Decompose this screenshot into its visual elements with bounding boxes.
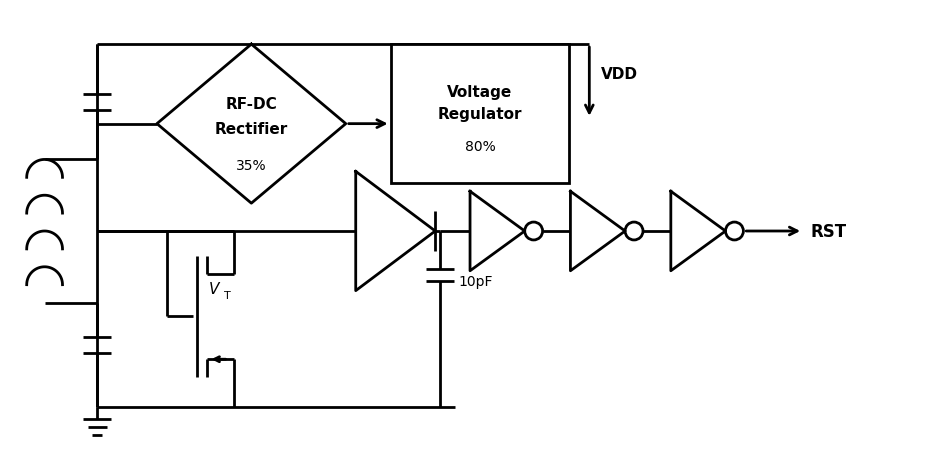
Text: 80%: 80% bbox=[465, 139, 495, 153]
Text: Regulator: Regulator bbox=[438, 107, 523, 122]
Text: 10pF: 10pF bbox=[458, 274, 492, 288]
Text: 35%: 35% bbox=[236, 159, 267, 173]
Bar bbox=[390, 45, 569, 184]
Text: VDD: VDD bbox=[602, 67, 638, 82]
Text: RST: RST bbox=[811, 223, 847, 240]
Text: Rectifier: Rectifier bbox=[215, 122, 288, 137]
Text: V: V bbox=[208, 282, 219, 296]
Text: RF-DC: RF-DC bbox=[226, 97, 277, 112]
Text: T: T bbox=[224, 290, 230, 300]
Text: Voltage: Voltage bbox=[447, 85, 512, 100]
